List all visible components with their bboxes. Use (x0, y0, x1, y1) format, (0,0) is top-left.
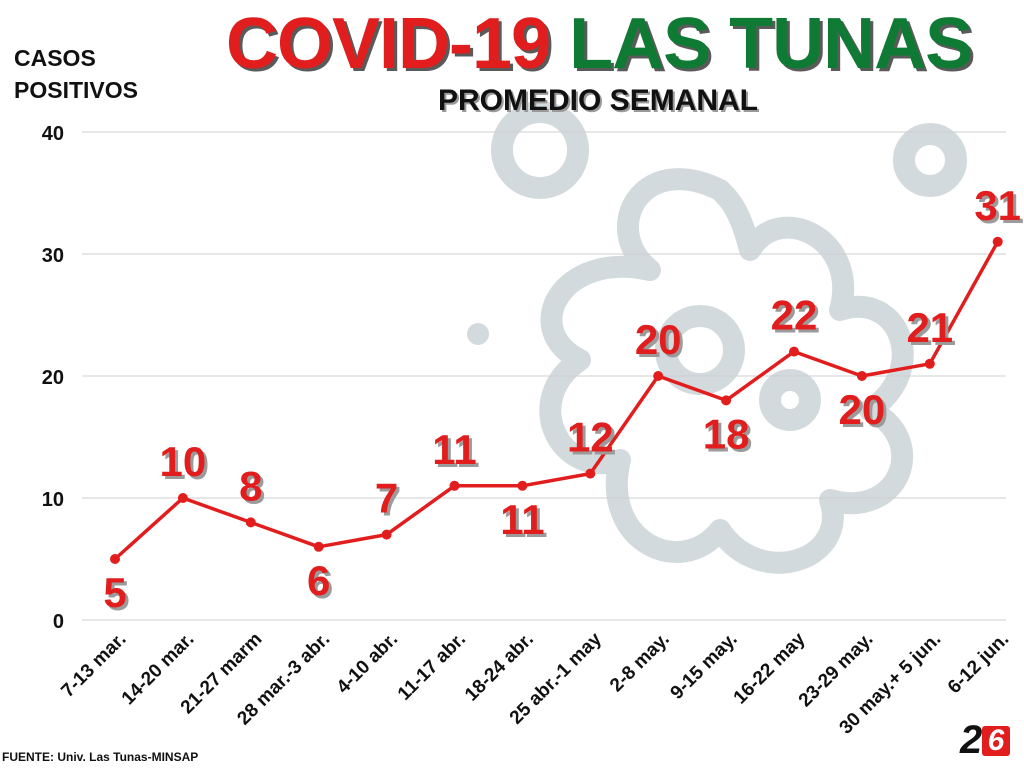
y-tick-label: 0 (53, 611, 64, 633)
data-point (177, 493, 188, 503)
data-label-shadow: 8 (242, 465, 265, 512)
data-label: 20 (839, 386, 886, 433)
data-label-shadow: 20 (842, 389, 889, 436)
data-point (992, 236, 1003, 247)
x-tick-label: 2-8 may. (606, 629, 674, 697)
data-label: 18 (703, 410, 750, 457)
data-label: 8 (239, 462, 262, 509)
data-label: 10 (160, 438, 207, 485)
chart-subtitle: PROMEDIO SEMANAL (438, 84, 759, 117)
data-label-shadow: 7 (378, 478, 401, 525)
data-point (856, 371, 867, 381)
x-tick-label: 6-12 jun. (944, 629, 1013, 698)
data-point (585, 468, 596, 479)
virus-dot-shape (467, 323, 489, 345)
source-note: FUENTE: Univ. Las Tunas-MINSAP (2, 750, 199, 764)
y-tick-label: 20 (42, 367, 64, 389)
data-label: 20 (635, 316, 682, 363)
data-point (517, 480, 528, 491)
y-tick-label: 40 (42, 123, 64, 145)
virus-small-shape (893, 123, 967, 197)
data-point (381, 529, 392, 540)
data-point (313, 541, 324, 552)
y-tick-label: 30 (42, 245, 64, 267)
data-point (721, 395, 732, 406)
data-label-shadow: 20 (638, 319, 685, 366)
y-tick-label: 10 (42, 489, 64, 511)
data-label-shadow: 22 (774, 295, 821, 342)
x-tick-label: 11-17 abr. (394, 629, 470, 705)
x-tick-label: 7-13 mar. (57, 629, 130, 702)
series-line (113, 240, 1000, 561)
data-label: 7 (375, 475, 398, 522)
y-axis-label-line2: POSITIVOS (14, 77, 138, 103)
data-label-shadow: 11 (503, 499, 547, 546)
data-label-shadow: 6 (310, 560, 333, 607)
data-label: 11 (500, 496, 544, 543)
data-label-shadow: 5 (106, 572, 129, 619)
data-label-shadow: 18 (706, 413, 753, 460)
data-point (924, 358, 935, 369)
gridlines (82, 131, 1006, 621)
logo-digit-6: 6 (982, 726, 1010, 756)
virus-dot-shape (759, 369, 821, 431)
virus-watermark-icon (467, 101, 967, 574)
data-label-shadow: 21 (909, 307, 956, 354)
title-covid: COVID-19 (226, 4, 551, 84)
virus-small-shape (491, 101, 589, 199)
data-label: 31 (974, 182, 1021, 229)
series-points (110, 236, 1003, 564)
data-label: 21 (906, 304, 953, 351)
data-label-shadow: 10 (163, 441, 210, 488)
data-point (789, 346, 799, 357)
x-tick-label: 4-10 abr. (333, 629, 402, 698)
chart-title: COVID-19 LAS TUNAS (226, 2, 1016, 86)
data-label: 5 (103, 569, 126, 616)
data-label: 6 (307, 557, 330, 604)
data-point (449, 480, 460, 491)
data-label-shadow: 11 (435, 429, 479, 476)
y-axis-ticks: 0 10 20 30 40 (42, 123, 64, 633)
data-point (110, 554, 120, 564)
logo-digit-2: 2 (960, 718, 983, 762)
brand-logo-icon: 2 6 (960, 718, 1018, 762)
data-label: 12 (567, 414, 614, 461)
data-labels: 5510108866771111111112122020181822222020… (103, 182, 1024, 619)
virus-outline-shape (539, 168, 914, 574)
y-axis-label-line1: CASOS (14, 45, 96, 71)
virus-center-shape (655, 305, 745, 395)
data-label: 11 (432, 426, 476, 473)
y-axis-label: CASOS POSITIVOS (14, 42, 138, 106)
data-point (245, 517, 256, 528)
data-point (653, 371, 664, 381)
title-las-tunas: LAS TUNAS (569, 4, 973, 84)
data-label-shadow: 12 (570, 417, 617, 464)
data-label-shadow: 31 (977, 185, 1024, 232)
series-polyline (113, 240, 1000, 561)
data-label: 22 (771, 292, 818, 339)
